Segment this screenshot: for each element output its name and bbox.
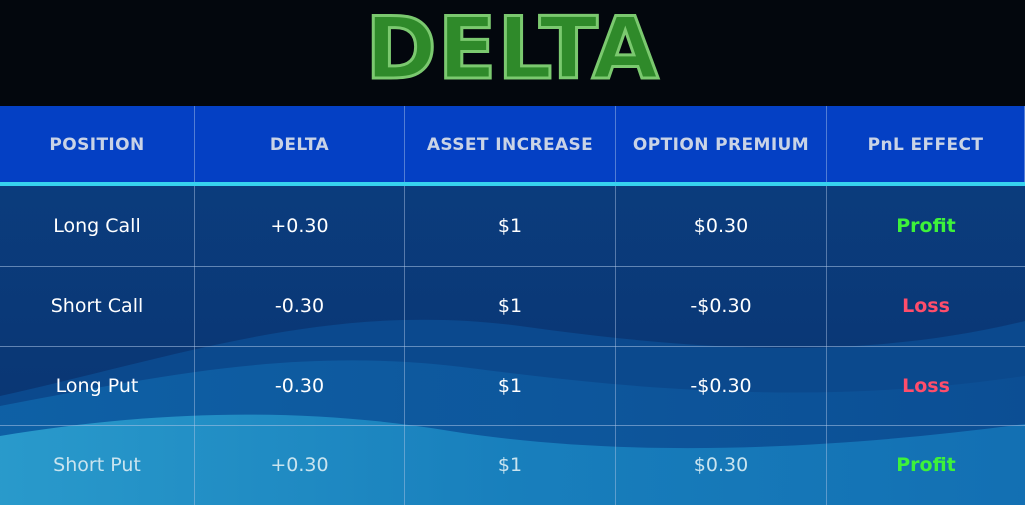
table-header-row: POSITION DELTA ASSET INCREASE OPTION PRE… — [0, 106, 1025, 183]
cell-pnl-effect: Profit — [896, 454, 956, 476]
cell-option-premium: -$0.30 — [616, 266, 827, 346]
cell-delta: +0.30 — [195, 425, 405, 505]
cell-delta: -0.30 — [195, 266, 405, 346]
table-row: Long Call +0.30 $1 $0.30 Profit — [0, 186, 1025, 267]
cell-option-premium: $0.30 — [616, 186, 827, 266]
cell-option-premium: -$0.30 — [616, 346, 827, 425]
cell-pnl-effect: Loss — [902, 295, 950, 317]
page-title: DELTA — [364, 0, 660, 101]
header-pnl-effect: PnL EFFECT — [827, 106, 1025, 183]
table-row: Short Put +0.30 $1 $0.30 Profit — [0, 425, 1025, 505]
header-asset-increase: ASSET INCREASE — [405, 106, 616, 183]
cell-position: Long Call — [0, 186, 195, 266]
header-position: POSITION — [0, 106, 195, 183]
cell-delta: -0.30 — [195, 346, 405, 425]
header-divider — [0, 182, 1025, 186]
cell-pnl-effect: Profit — [896, 215, 956, 237]
cell-option-premium: $0.30 — [616, 425, 827, 505]
cell-position: Long Put — [0, 346, 195, 425]
cell-asset-increase: $1 — [405, 346, 616, 425]
table-row: Long Put -0.30 $1 -$0.30 Loss — [0, 346, 1025, 426]
cell-position: Short Put — [0, 425, 195, 505]
delta-table: POSITION DELTA ASSET INCREASE OPTION PRE… — [0, 106, 1025, 505]
table-grid: POSITION DELTA ASSET INCREASE OPTION PRE… — [0, 106, 1025, 505]
header-option-premium: OPTION PREMIUM — [616, 106, 827, 183]
cell-pnl-effect: Loss — [902, 374, 950, 397]
cell-asset-increase: $1 — [405, 425, 616, 505]
cell-asset-increase: $1 — [405, 266, 616, 346]
cell-asset-increase: $1 — [405, 186, 616, 266]
table-row: Short Call -0.30 $1 -$0.30 Loss — [0, 266, 1025, 347]
header-delta: DELTA — [195, 106, 405, 183]
cell-delta: +0.30 — [195, 186, 405, 266]
cell-position: Short Call — [0, 266, 195, 346]
title-bar: DELTA — [0, 0, 1025, 106]
